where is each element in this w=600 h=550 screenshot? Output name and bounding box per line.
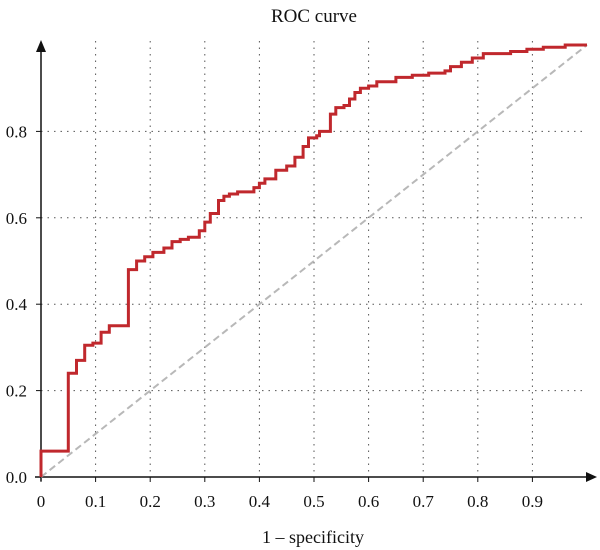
x-axis-label: 1 – specificity [262, 527, 364, 547]
y-tick-label: 0.6 [6, 209, 27, 228]
x-tick-label: 0.6 [358, 492, 379, 511]
y-axis-arrow [36, 40, 46, 52]
y-tick-label: 0.8 [6, 122, 27, 141]
x-tick-label: 0.2 [140, 492, 161, 511]
axes [35, 40, 597, 482]
x-tick-label: 0.9 [522, 492, 543, 511]
series-lines [39, 43, 588, 478]
x-tick-label: 0.1 [85, 492, 106, 511]
y-tick-label: 0.4 [6, 295, 28, 314]
x-tick-label: 0.4 [249, 492, 271, 511]
tick-labels: 0 0.1 0.2 0.3 0.4 0.5 0.6 0.7 0.8 0.9 0.0 0.2 0.4 0.6… [6, 122, 543, 511]
x-tick-label: 0 [37, 492, 46, 511]
grid [41, 41, 587, 477]
x-tick-label: 0.8 [467, 492, 488, 511]
y-tick-label: 0.2 [6, 382, 27, 401]
x-axis-arrow [586, 472, 597, 482]
x-tick-label: 0.5 [303, 492, 324, 511]
x-tick-label: 0.3 [194, 492, 215, 511]
reference-diagonal-line [40, 44, 588, 478]
y-tick-label: 0.0 [6, 468, 27, 487]
roc-curve-line [39, 43, 587, 477]
x-tick-label: 0.7 [413, 492, 435, 511]
chart-title: ROC curve [271, 6, 357, 27]
